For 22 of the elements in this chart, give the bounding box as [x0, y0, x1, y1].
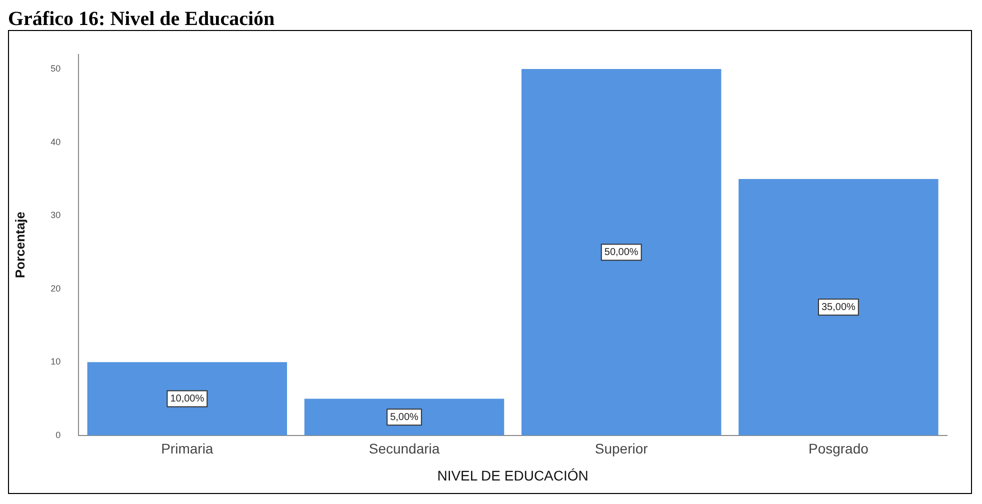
bar — [87, 362, 288, 436]
frame: NIVEL DE EDUCACIÓN Porcentaje Primaria Secundaria Superior Posgrado 0 10 20 30 40 50 10,00% 5,00% 50,00% 35,00% — [8, 30, 972, 494]
y-tick-label: 30 — [50, 210, 61, 220]
chart-title: Gráfico 16: Nivel de Educación — [8, 8, 276, 30]
x-tick-label: Posgrado — [808, 440, 869, 457]
y-tick-label: 50 — [50, 64, 61, 74]
bar — [738, 178, 938, 436]
y-tick-label: 40 — [50, 136, 61, 147]
data-label: 35,00% — [821, 302, 856, 313]
bar — [304, 398, 504, 436]
data-label: 5,00% — [390, 412, 419, 423]
x-tick-label: Primaria — [161, 440, 214, 457]
x-tick-label: Superior — [594, 440, 648, 457]
y-tick-label: 10 — [50, 356, 61, 367]
y-tick-label: 0 — [56, 430, 61, 440]
data-label: 50,00% — [604, 246, 638, 258]
data-label: 10,00% — [170, 394, 204, 405]
x-tick-label: Secundaria — [368, 440, 440, 457]
y-tick-label: 20 — [50, 283, 61, 294]
bar — [521, 69, 722, 436]
x-axis-title: NIVEL DE EDUCACIÓN — [437, 467, 588, 484]
y-axis-title: Porcentaje — [12, 212, 28, 278]
